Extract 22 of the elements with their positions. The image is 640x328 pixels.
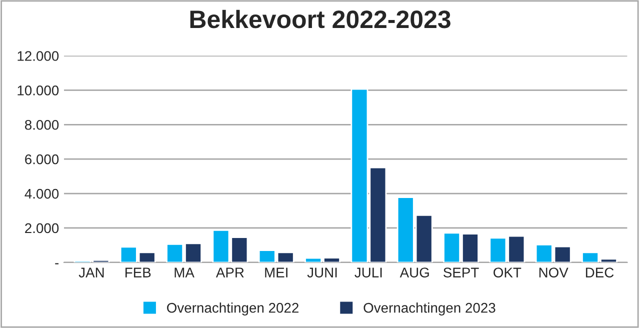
x-tick-label: AUG — [400, 268, 429, 278]
x-tick-label: OKT — [494, 268, 522, 278]
x-tick-label: DEC — [586, 268, 614, 278]
legend-label: Overnachtingen 2023 — [364, 302, 496, 316]
x-tick-label: MEI — [265, 268, 288, 278]
y-tick-label: 4.000 — [24, 188, 59, 199]
x-tick-label: NOV — [539, 268, 568, 278]
legend-label: Overnachtingen 2022 — [167, 302, 298, 316]
chart-title: Bekkevoort 2022-2023 — [190, 10, 450, 28]
x-tick-label: MA — [174, 268, 194, 278]
x-tick-label: APR — [216, 268, 244, 278]
x-tick-label: JUNI — [307, 268, 337, 278]
x-tick-label: SEPT — [444, 268, 479, 278]
y-tick-label: 2.000 — [25, 223, 59, 234]
x-tick-label: JULI — [354, 268, 382, 278]
y-tick-label: 12.000 — [18, 51, 59, 61]
y-tick-label: - — [55, 263, 59, 264]
y-tick-label: 6.000 — [25, 154, 59, 164]
x-tick-label: JAN — [78, 268, 104, 278]
x-tick-label: FEB — [125, 268, 151, 278]
y-tick-label: 8.000 — [24, 120, 59, 130]
y-tick-label: 10.000 — [18, 86, 59, 96]
